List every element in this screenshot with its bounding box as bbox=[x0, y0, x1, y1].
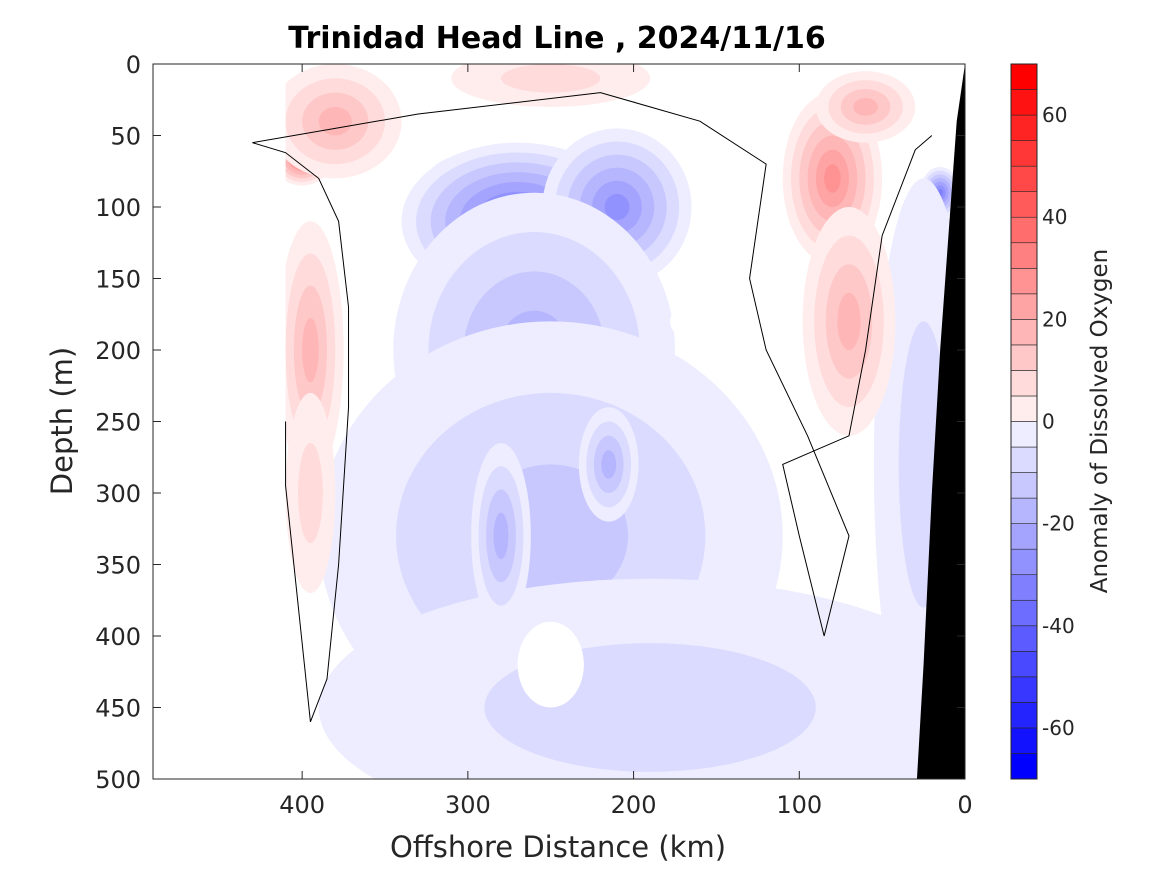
colorbar-segment bbox=[1010, 395, 1038, 422]
anomaly-blob-17-level-4 bbox=[853, 97, 878, 116]
chart-title: Trinidad Head Line , 2024/11/16 bbox=[288, 21, 825, 56]
anomaly-blob-12-level-4 bbox=[318, 106, 352, 136]
y-tick-label: 250 bbox=[95, 409, 141, 437]
y-axis-label: Depth (m) bbox=[45, 347, 79, 495]
colorbar-segment bbox=[1010, 319, 1038, 346]
colorbar-tick-label: 20 bbox=[1042, 307, 1067, 331]
y-tick-label: 350 bbox=[95, 552, 141, 580]
y-tick-label: 450 bbox=[95, 695, 141, 723]
y-tick-label: 150 bbox=[95, 266, 141, 294]
anomaly-blob-14-level-2 bbox=[298, 442, 323, 544]
colorbar-segment bbox=[1010, 753, 1038, 780]
colorbar-tick-label: 0 bbox=[1042, 410, 1055, 434]
colorbar-segment bbox=[1010, 293, 1038, 320]
colorbar-tick-label: -60 bbox=[1042, 716, 1075, 740]
colorbar-segment bbox=[1010, 599, 1038, 627]
colorbar-segment bbox=[1010, 523, 1038, 550]
zero-contour-line bbox=[252, 92, 933, 722]
x-tick-label: 0 bbox=[957, 791, 972, 819]
anomaly-blob-13-level-4 bbox=[302, 317, 319, 383]
anomaly-blob-7-level-4 bbox=[493, 512, 509, 560]
colorbar-frame bbox=[1010, 63, 1038, 780]
colorbar-segment bbox=[1010, 472, 1038, 499]
colorbar-segment bbox=[1010, 140, 1038, 167]
colorbar-segment bbox=[1010, 702, 1038, 729]
colorbar-segment bbox=[1010, 89, 1038, 116]
colorbar-tick-label: 40 bbox=[1042, 205, 1067, 229]
zero-contour bbox=[252, 92, 933, 722]
colorbar-segment bbox=[1010, 548, 1038, 576]
anomaly-blob-8-level-4 bbox=[601, 450, 617, 479]
colorbar-segment bbox=[1010, 370, 1038, 397]
anomaly-blob-19 bbox=[670, 307, 697, 336]
colorbar-segment bbox=[1010, 165, 1038, 192]
y-tick-label: 100 bbox=[95, 194, 141, 222]
colorbar-segment bbox=[1010, 651, 1038, 678]
anomaly-blob-15-level-6 bbox=[824, 164, 841, 193]
no-data-region bbox=[153, 64, 286, 779]
x-tick-label: 300 bbox=[445, 791, 491, 819]
colorbar-tick-label: -20 bbox=[1042, 512, 1075, 536]
x-tick-label: 400 bbox=[279, 791, 325, 819]
colorbar-segment bbox=[1010, 727, 1038, 754]
x-axis: 400 300 200 100 0 bbox=[279, 64, 973, 819]
colorbar-segment bbox=[1010, 446, 1038, 473]
colorbar-segment bbox=[1010, 242, 1038, 269]
y-tick-label: 500 bbox=[95, 766, 141, 794]
colorbar-segment bbox=[1010, 497, 1038, 524]
x-tick-label: 200 bbox=[611, 791, 657, 819]
anomaly-blob-18-level-2 bbox=[501, 64, 601, 93]
x-axis-label: Offshore Distance (km) bbox=[390, 830, 726, 864]
y-tick-label: 50 bbox=[110, 123, 141, 151]
colorbar-segment bbox=[1010, 625, 1038, 652]
colorbar-label: Anomaly of Dissolved Oxygen bbox=[1087, 249, 1113, 594]
y-axis: 0 50 100 150 200 250 300 350 400 450 500 bbox=[95, 51, 965, 794]
colorbar-segment bbox=[1010, 63, 1038, 90]
colorbar-tick-label: 60 bbox=[1042, 103, 1067, 127]
y-tick-label: 200 bbox=[95, 337, 141, 365]
anomaly-blob-16-level-4 bbox=[837, 292, 861, 350]
colorbar-segment bbox=[1010, 421, 1038, 448]
colorbar-segment bbox=[1010, 344, 1038, 371]
x-tick-label: 100 bbox=[776, 791, 822, 819]
colorbar-segment bbox=[1010, 574, 1038, 601]
colorbar-segment bbox=[1010, 216, 1038, 244]
colorbar-segment bbox=[1010, 267, 1038, 295]
colorbar-segment bbox=[1010, 191, 1038, 218]
anomaly-blob-3-level-6 bbox=[604, 193, 630, 221]
bathymetry-seafloor bbox=[916, 64, 965, 779]
colorbar-segment bbox=[1010, 114, 1038, 141]
y-tick-label: 300 bbox=[95, 480, 141, 508]
y-tick-label: 0 bbox=[126, 51, 141, 79]
colorbar-tick-label: -40 bbox=[1042, 614, 1075, 638]
y-tick-label: 400 bbox=[95, 623, 141, 651]
colorbar: -60 -40 -20 0 20 40 60 bbox=[1010, 63, 1075, 780]
anomaly-field bbox=[153, 64, 965, 779]
colorbar-segment bbox=[1010, 676, 1038, 703]
anomaly-blob-20 bbox=[517, 621, 584, 708]
